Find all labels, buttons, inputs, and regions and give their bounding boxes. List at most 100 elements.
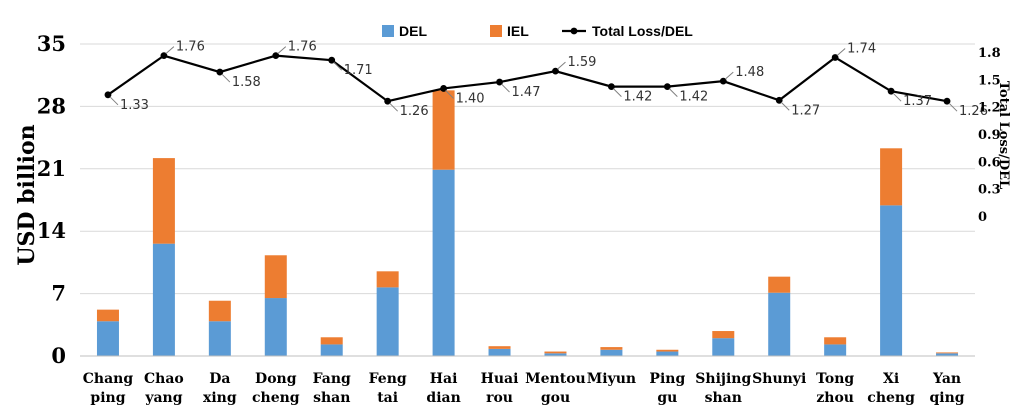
ratio-leader: [165, 46, 175, 55]
x-tick-label: cheng: [867, 390, 915, 406]
bar-del: [208, 321, 231, 356]
bar-iel: [600, 347, 623, 350]
x-tick-label: Hai: [430, 371, 458, 387]
ratio-point: [775, 96, 783, 104]
bars: [96, 90, 959, 356]
x-tick-label: Xi: [883, 371, 899, 387]
bar-del: [600, 349, 623, 356]
y2-tick-label: 1.2: [978, 101, 1001, 116]
bar-del: [152, 243, 175, 356]
x-tick-label: gu: [657, 390, 677, 406]
ratio-leader: [109, 96, 119, 106]
ratio-point: [663, 83, 671, 91]
bar-iel: [152, 158, 175, 244]
bar-iel: [712, 331, 735, 339]
ratio-data-label: 1.40: [456, 91, 485, 106]
ratio-data-label: 1.42: [623, 90, 652, 105]
ratio-point: [272, 52, 280, 60]
bar-iel: [936, 352, 959, 354]
bar-iel: [544, 351, 567, 354]
y2-axis-label: Total Loss/DEL: [996, 81, 1011, 189]
bar-iel: [656, 349, 679, 352]
ratio-data-label: 1.37: [903, 94, 932, 109]
ratio-data-label: 1.33: [120, 98, 149, 113]
ratio-leader: [277, 46, 287, 55]
axes: 0 7 14 21 28 35 0 0.3 0.6 0.9 1.2 1.5 1.8 Chang ping Ch…: [37, 31, 1001, 406]
y2-tick-label: 0: [978, 210, 987, 225]
ratio-leader: [836, 48, 846, 56]
x-tick-label: Mentou: [525, 371, 586, 387]
ratio-point: [719, 77, 727, 85]
bar-del: [488, 348, 511, 356]
bar-del: [768, 292, 791, 356]
ratio-point: [328, 56, 336, 64]
x-tick-label: Huai: [481, 371, 519, 387]
ratio-leader: [780, 101, 790, 111]
ratio-line: 1.33 1.76 1.58 1.76 1.71 1.26 1.40 1.47 1.59 1.42…: [104, 40, 988, 119]
bar-del: [656, 351, 679, 356]
ratio-leader: [501, 83, 510, 93]
x-tick-label: Chang: [83, 371, 134, 387]
ratio-data-label: 1.42: [679, 90, 708, 105]
ratio-point: [887, 87, 895, 95]
x-tick-label: tai: [377, 390, 398, 406]
ratio-point: [831, 54, 839, 61]
ratio-data-label: 1.74: [847, 41, 876, 56]
bar-del: [320, 344, 343, 356]
ratio-leader: [948, 102, 958, 112]
bar-iel: [208, 300, 231, 322]
ratio-polyline: [107, 54, 948, 103]
ratio-point: [552, 67, 559, 75]
x-tick-label: yang: [144, 390, 182, 406]
x-tick-label: Dong: [255, 371, 297, 387]
x-tick-label: Yan: [932, 371, 961, 387]
ratio-leader: [445, 90, 454, 99]
ratio-data-label: 1.47: [512, 85, 541, 100]
legend-swatch-del: [382, 25, 394, 37]
ratio-data-label: 1.76: [176, 40, 205, 55]
x-tick-label: zhou: [816, 390, 854, 406]
x-tick-label: gou: [541, 390, 570, 406]
ratio-data-label: 1.58: [232, 75, 261, 90]
ratio-leader: [557, 61, 566, 70]
ratio-point: [104, 91, 112, 99]
ratio-leader: [668, 88, 678, 97]
x-tick-label: qing: [929, 390, 964, 406]
bar-iel: [488, 346, 511, 349]
bar-del: [936, 353, 959, 356]
bar-iel: [376, 271, 399, 288]
ratio-leader: [892, 92, 902, 102]
ratio-leader: [221, 73, 231, 83]
x-tick-label: xing: [203, 390, 237, 406]
ratio-leader: [724, 71, 734, 80]
bar-del: [264, 298, 287, 356]
x-tick-label: Da: [209, 371, 230, 387]
y-tick-label: 0: [51, 343, 66, 368]
x-tick-label: Tong: [816, 371, 854, 387]
ratio-leader: [333, 61, 343, 71]
bar-del: [544, 353, 567, 356]
ratio-data-label: 1.76: [288, 40, 317, 55]
bar-iel: [432, 90, 455, 170]
x-tick-label: Chao: [144, 371, 184, 387]
x-tick-label: shan: [313, 390, 350, 406]
y2-tick-label: 0.3: [978, 183, 1001, 198]
ratio-data-label: 1.59: [567, 55, 596, 70]
x-tick-label: Shunyi: [752, 371, 806, 387]
ratio-point: [216, 68, 224, 76]
ratio-leader: [389, 102, 399, 112]
y-tick-label: 14: [37, 218, 66, 243]
y-tick-label: 21: [37, 156, 66, 181]
bar-iel: [824, 337, 847, 345]
y-tick-label: 7: [51, 281, 66, 306]
ratio-point: [943, 97, 951, 105]
legend-swatch-iel: [490, 25, 502, 37]
ratio-point: [608, 83, 615, 91]
y2-tick-label: 1.5: [978, 73, 1001, 88]
ratio-data-label: 1.26: [400, 104, 429, 119]
x-tick-label: Feng: [369, 371, 407, 387]
bar-del: [712, 338, 735, 356]
bar-del: [376, 287, 399, 356]
ratio-leader: [613, 88, 622, 97]
